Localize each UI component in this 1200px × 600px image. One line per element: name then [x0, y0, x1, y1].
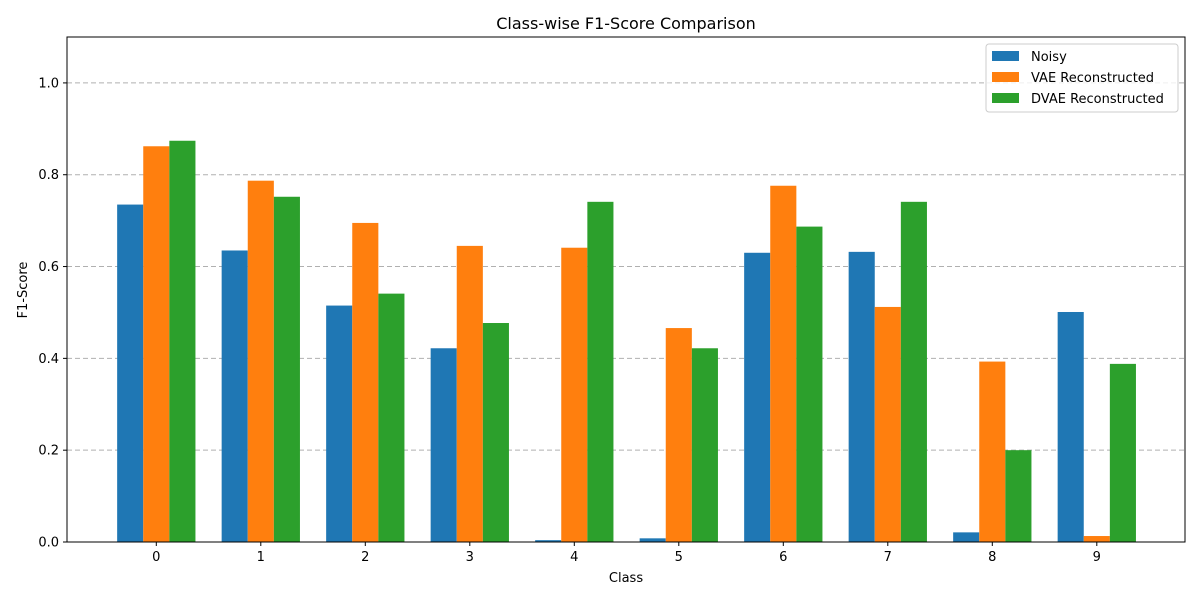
x-tick-label: 1 — [257, 550, 265, 565]
y-tick-label: 0.4 — [38, 352, 59, 367]
bar-dvae-reconstructed-class-9 — [1109, 363, 1136, 542]
bar-dvae-reconstructed-class-6 — [796, 226, 823, 542]
bar-noisy-class-2 — [326, 305, 353, 542]
bar-vae-reconstructed-class-6 — [770, 185, 797, 542]
bar-vae-reconstructed-class-9 — [1083, 536, 1110, 542]
bar-noisy-class-9 — [1057, 311, 1084, 542]
bar-dvae-reconstructed-class-0 — [169, 140, 196, 542]
y-tick-label: 0.8 — [38, 168, 59, 183]
x-tick-label: 6 — [779, 550, 787, 565]
x-tick-label: 9 — [1093, 550, 1101, 565]
bar-noisy-class-4 — [535, 540, 562, 542]
legend: Noisy VAE Reconstructed DVAE Reconstructed — [985, 43, 1179, 113]
bar-dvae-reconstructed-class-8 — [1005, 450, 1032, 542]
x-tick-label: 2 — [361, 550, 369, 565]
legend-box — [985, 43, 1179, 113]
legend-label: Noisy — [1031, 50, 1067, 65]
x-tick-label: 3 — [466, 550, 474, 565]
bar-vae-reconstructed-class-4 — [561, 247, 588, 543]
y-tick-label: 0.2 — [38, 444, 59, 459]
bar-vae-reconstructed-class-2 — [352, 222, 379, 542]
legend-swatch — [992, 72, 1019, 82]
bar-noisy-class-3 — [430, 348, 457, 542]
bar-vae-reconstructed-class-3 — [456, 245, 483, 543]
y-tick-label: 1.0 — [38, 76, 59, 91]
x-axis-label: Class — [609, 571, 643, 586]
legend-label: DVAE Reconstructed — [1031, 92, 1164, 107]
x-tick-label: 4 — [570, 550, 578, 565]
bar-noisy-class-5 — [639, 538, 666, 542]
bar-noisy-class-6 — [744, 252, 771, 543]
x-tick-label: 0 — [152, 550, 160, 565]
bar-noisy-class-8 — [953, 532, 980, 542]
bar-dvae-reconstructed-class-3 — [482, 323, 509, 542]
bar-dvae-reconstructed-class-4 — [587, 201, 614, 542]
y-tick-label: 0.6 — [38, 260, 59, 275]
bar-vae-reconstructed-class-8 — [979, 361, 1006, 542]
x-tick-label: 8 — [988, 550, 996, 565]
bar-noisy-class-1 — [221, 250, 248, 542]
bar-vae-reconstructed-class-7 — [874, 306, 901, 542]
bar-dvae-reconstructed-class-2 — [378, 293, 405, 542]
bar-dvae-reconstructed-class-5 — [691, 348, 718, 542]
x-tick-label: 7 — [884, 550, 892, 565]
bar-vae-reconstructed-class-1 — [247, 180, 274, 543]
y-tick-label: 0.0 — [38, 536, 59, 551]
bar-vae-reconstructed-class-0 — [143, 146, 170, 542]
y-axis-ticks: 0.0 0.2 0.4 0.6 0.8 1.0 — [38, 76, 67, 551]
bar-noisy-class-7 — [848, 251, 875, 542]
chart-title: Class-wise F1-Score Comparison — [496, 14, 756, 33]
legend-label: VAE Reconstructed — [1031, 71, 1154, 86]
x-axis-ticks: 0 1 2 3 4 5 6 7 8 9 — [152, 542, 1101, 565]
x-tick-label: 5 — [675, 550, 683, 565]
bar-dvae-reconstructed-class-1 — [273, 196, 300, 542]
bar-dvae-reconstructed-class-7 — [900, 201, 927, 542]
bar-noisy-class-0 — [117, 204, 144, 542]
bar-vae-reconstructed-class-5 — [665, 328, 692, 542]
y-axis-label: F1-Score — [16, 262, 31, 319]
legend-swatch — [992, 51, 1019, 61]
plot-frame — [66, 36, 1186, 543]
legend-swatch — [992, 93, 1019, 103]
bars — [117, 140, 1136, 543]
